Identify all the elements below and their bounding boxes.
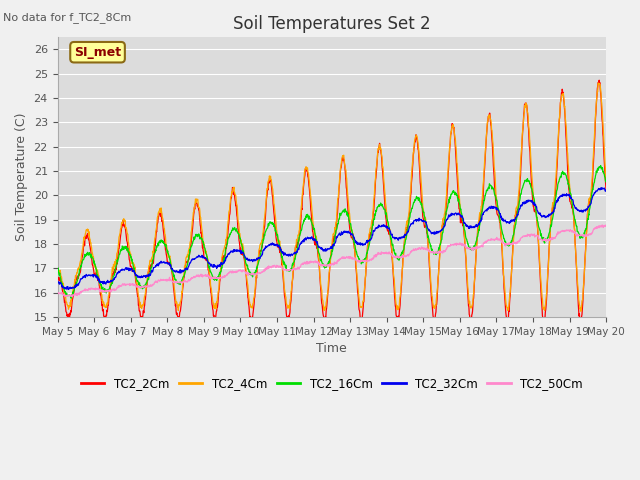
Y-axis label: Soil Temperature (C): Soil Temperature (C): [15, 113, 28, 241]
Text: SI_met: SI_met: [74, 46, 121, 59]
X-axis label: Time: Time: [316, 342, 348, 355]
Legend: TC2_2Cm, TC2_4Cm, TC2_16Cm, TC2_32Cm, TC2_50Cm: TC2_2Cm, TC2_4Cm, TC2_16Cm, TC2_32Cm, TC…: [76, 372, 588, 395]
Text: No data for f_TC2_8Cm: No data for f_TC2_8Cm: [3, 12, 131, 23]
Title: Soil Temperatures Set 2: Soil Temperatures Set 2: [233, 15, 431, 33]
